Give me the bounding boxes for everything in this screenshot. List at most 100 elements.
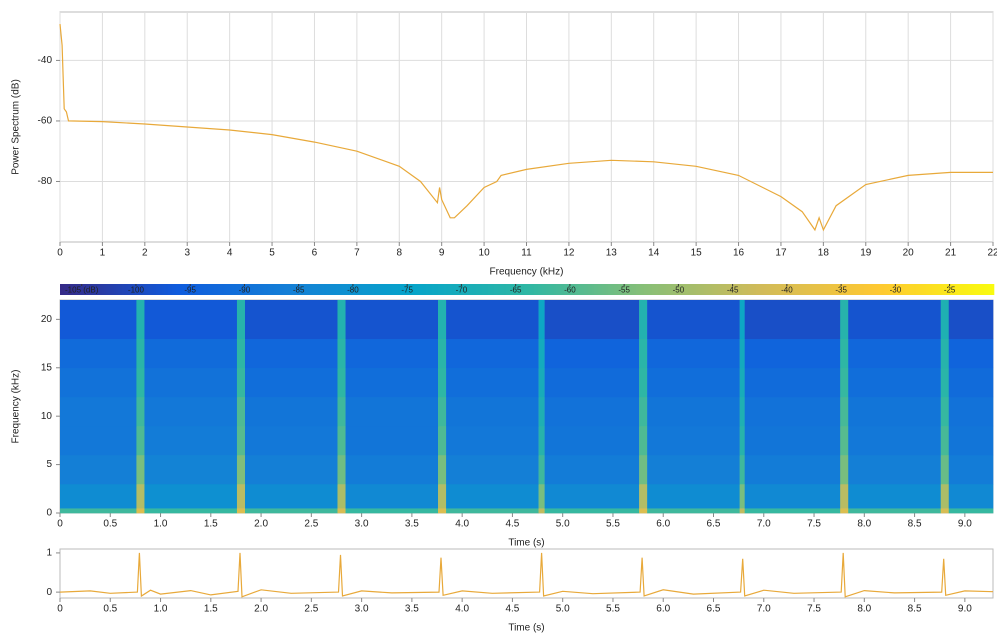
colorbar-segment <box>732 284 735 295</box>
x-tick-label: 16 <box>733 248 745 259</box>
x-tick-label: 6.0 <box>656 519 670 530</box>
colorbar-segment <box>670 284 673 295</box>
colorbar-segment <box>272 284 275 295</box>
colorbar-segment <box>594 284 597 295</box>
colorbar-segment <box>96 284 99 295</box>
colorbar-segment <box>988 284 991 295</box>
colorbar-segment <box>544 284 547 295</box>
heatmap-cell <box>647 454 740 485</box>
x-tick-label: 1.5 <box>204 519 218 530</box>
colorbar-segment <box>792 284 795 295</box>
colorbar-segment <box>206 284 209 295</box>
colorbar-segment <box>878 284 881 295</box>
heatmap-cell <box>848 338 942 369</box>
colorbar-segment <box>800 284 803 295</box>
colorbar-segment <box>928 284 931 295</box>
y-axis-label: Power Spectrum (dB) <box>11 79 22 175</box>
plot-area <box>59 548 994 599</box>
x-tick-label: 2.5 <box>304 519 318 530</box>
colorbar-segment <box>620 284 623 295</box>
colorbar-segment <box>830 284 833 295</box>
colorbar-segment <box>240 284 243 295</box>
heatmap-cell <box>60 483 137 509</box>
colorbar-segment <box>130 284 133 295</box>
colorbar-segment <box>296 284 299 295</box>
colorbar-segment <box>940 284 943 295</box>
colorbar-segment <box>332 284 335 295</box>
colorbar-segment <box>906 284 909 295</box>
heatmap-cell <box>739 454 745 485</box>
heatmap-cell <box>940 425 950 456</box>
colorbar-segment <box>158 284 161 295</box>
heatmap-cell <box>244 338 338 369</box>
colorbar-segment <box>498 284 501 295</box>
colorbar-segment <box>456 284 459 295</box>
x-tick-label: 2.0 <box>254 519 268 530</box>
x-tick-label: 0 <box>57 248 63 259</box>
colorbar-segment <box>678 284 681 295</box>
heatmap-cell <box>744 396 841 427</box>
x-tick-label: 11 <box>521 248 532 259</box>
colorbar-segment <box>472 284 475 295</box>
heatmap-cell <box>345 338 439 369</box>
colorbar-segment <box>224 284 227 295</box>
heatmap-cell <box>744 508 841 514</box>
heatmap-cell <box>744 425 841 456</box>
colorbar-segment <box>600 284 603 295</box>
heatmap-cell <box>739 425 745 456</box>
colorbar-segment <box>196 284 199 295</box>
colorbar-segment <box>284 284 287 295</box>
colorbar-segment <box>970 284 973 295</box>
colorbar-segment <box>200 284 203 295</box>
colorbar-segment <box>742 284 745 295</box>
colorbar-segment <box>690 284 693 295</box>
heatmap-cell <box>848 483 942 509</box>
colorbar-segment <box>966 284 969 295</box>
heatmap-cell <box>848 454 942 485</box>
colorbar-segment <box>242 284 245 295</box>
colorbar-segment <box>462 284 465 295</box>
colorbar-segment <box>366 284 369 295</box>
colorbar-segment <box>754 284 757 295</box>
heatmap-cell <box>647 396 740 427</box>
colorbar-segment <box>408 284 411 295</box>
colorbar-segment <box>110 284 113 295</box>
x-tick-label: 7.0 <box>757 519 771 530</box>
heatmap-cell <box>446 396 539 427</box>
colorbar-segment <box>314 284 317 295</box>
colorbar-segment <box>164 284 167 295</box>
colorbar-segment <box>676 284 679 295</box>
colorbar-segment <box>494 284 497 295</box>
colorbar-segment <box>766 284 769 295</box>
colorbar-segment <box>508 284 511 295</box>
heatmap-cell <box>948 454 994 485</box>
heatmap-cell <box>236 367 246 398</box>
heatmap-cell <box>236 300 246 340</box>
colorbar-segment <box>628 284 631 295</box>
heatmap-cell <box>244 425 338 456</box>
heatmap-cell <box>144 508 238 514</box>
y-tick-label: 15 <box>41 362 53 373</box>
colorbar-segment <box>790 284 793 295</box>
colorbar-segment <box>698 284 701 295</box>
heatmap-cell <box>639 367 648 398</box>
colorbar-segment <box>320 284 323 295</box>
heatmap-cell <box>544 367 640 398</box>
colorbar-segment <box>630 284 633 295</box>
heatmap-cell <box>940 367 950 398</box>
colorbar-segment <box>660 284 663 295</box>
colorbar-segment <box>102 284 105 295</box>
heatmap-cell <box>60 425 137 456</box>
colorbar-segment <box>230 284 233 295</box>
x-tick-label: 14 <box>648 248 660 259</box>
colorbar-segment <box>862 284 865 295</box>
x-tick-label: 21 <box>945 248 957 259</box>
colorbar-segment <box>168 284 171 295</box>
colorbar-segment <box>806 284 809 295</box>
colorbar-segment <box>214 284 217 295</box>
colorbar-segment <box>680 284 683 295</box>
colorbar-segment <box>936 284 939 295</box>
colorbar-segment <box>60 284 63 295</box>
colorbar-segment <box>108 284 111 295</box>
heatmap-cell <box>739 300 745 340</box>
